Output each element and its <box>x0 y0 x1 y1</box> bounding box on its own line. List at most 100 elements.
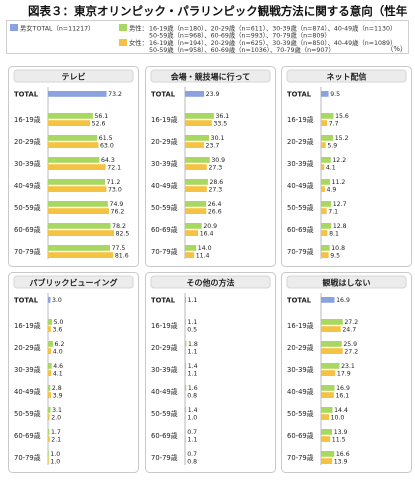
panel-title: 会場・競技場に行って <box>171 72 251 82</box>
data-label: 11.4 <box>196 252 210 259</box>
legend-male-label: 男性： <box>129 24 148 33</box>
data-label: 4.6 <box>53 363 63 370</box>
bar-女性 <box>321 252 329 258</box>
bar-男性 <box>321 223 332 229</box>
tick-label: 16-19歳 <box>14 115 41 124</box>
data-label: 77.5 <box>112 245 126 252</box>
bar-男性 <box>48 157 100 163</box>
tick-label: 70-79歳 <box>14 453 41 462</box>
tick-label: 30-39歳 <box>151 365 178 374</box>
tick-label: 16-19歳 <box>287 321 314 330</box>
data-label: 27.2 <box>344 319 358 326</box>
bar-女性 <box>185 436 186 442</box>
bar-女性 <box>321 186 325 192</box>
tick-label: 30-39歳 <box>151 159 178 168</box>
bar-男性 <box>321 179 330 185</box>
bar-女性 <box>48 120 91 126</box>
panel-title: その他の方法 <box>187 278 235 288</box>
tick-label: 50-59歳 <box>14 409 41 418</box>
data-label: 76.2 <box>111 208 125 215</box>
bar-男性 <box>321 451 335 457</box>
tick-label: 40-49歳 <box>287 181 314 190</box>
data-label: 27.3 <box>208 186 222 193</box>
tick-label: 20-29歳 <box>287 343 314 352</box>
data-label: 73.2 <box>108 91 122 98</box>
data-label: 2.0 <box>51 414 61 421</box>
data-label: 1.1 <box>187 319 197 326</box>
panel-header <box>286 275 407 289</box>
tick-label: 70-79歳 <box>287 247 314 256</box>
tick-label: 60-69歳 <box>14 225 41 234</box>
bar-男女TOTAL <box>185 91 205 97</box>
tick-label: 60-69歳 <box>151 225 178 234</box>
bar-女性 <box>48 348 52 354</box>
bar-男性 <box>48 135 98 141</box>
bar-女性 <box>185 414 186 420</box>
bar-女性 <box>185 120 212 126</box>
data-label: 1.1 <box>187 297 197 304</box>
data-label: 4.9 <box>327 186 337 193</box>
bar-男性 <box>321 363 340 369</box>
tick-label: 20-29歳 <box>151 343 178 352</box>
bar-女性 <box>321 348 343 354</box>
data-label: 16.9 <box>336 297 350 304</box>
data-label: 11.2 <box>332 179 346 186</box>
legend: 男女TOTAL（n=11217） 男性： 16-19歳（n=180）、20-29… <box>6 20 409 54</box>
bar-女性 <box>48 208 109 214</box>
bar-女性 <box>321 392 334 398</box>
tick-label: TOTAL <box>287 91 312 99</box>
unit-label: （%） <box>386 45 407 53</box>
bar-男性 <box>185 201 207 207</box>
data-label: 15.6 <box>335 113 349 120</box>
bar-女性 <box>321 142 326 148</box>
bar-女性 <box>48 142 99 148</box>
tick-label: 16-19歳 <box>287 115 314 124</box>
bar-女性 <box>321 370 336 376</box>
legend-female-label: 女性： <box>129 38 148 47</box>
data-label: 0.5 <box>187 326 197 333</box>
data-label: 4.0 <box>53 348 63 355</box>
tick-label: TOTAL <box>287 297 312 305</box>
data-label: 71.2 <box>107 179 121 186</box>
data-label: 24.7 <box>342 326 356 333</box>
bar-男性 <box>185 341 187 347</box>
panel-header <box>150 275 271 289</box>
bar-男性 <box>185 135 210 141</box>
tick-label: 20-29歳 <box>151 137 178 146</box>
panel-frame <box>281 66 412 267</box>
tick-label: 16-19歳 <box>151 115 178 124</box>
bar-男性 <box>48 407 51 413</box>
data-label: 27.2 <box>344 348 358 355</box>
tick-label: 70-79歳 <box>287 453 314 462</box>
data-label: 52.6 <box>92 120 106 127</box>
bar-女性 <box>48 414 50 420</box>
data-label: 0.7 <box>187 429 197 436</box>
data-label: 5.9 <box>327 142 337 149</box>
data-label: 1.6 <box>188 385 198 392</box>
panel-header <box>13 275 134 289</box>
tick-label: 50-59歳 <box>151 203 178 212</box>
data-label: 3.6 <box>52 326 62 333</box>
data-label: 78.2 <box>112 223 126 230</box>
bar-男性 <box>48 385 51 391</box>
data-label: 10.8 <box>331 245 345 252</box>
bar-女性 <box>48 186 107 192</box>
tick-label: 20-29歳 <box>287 137 314 146</box>
data-label: 1.4 <box>188 363 198 370</box>
bar-女性 <box>321 414 329 420</box>
legend-female-line1: 16-19歳（n=194）、20-29歳（n=625）、30-39歳（n=850… <box>149 38 396 47</box>
data-label: 26.6 <box>208 208 222 215</box>
data-label: 36.1 <box>215 113 229 120</box>
tick-label: 16-19歳 <box>151 321 178 330</box>
panel-header <box>13 69 134 83</box>
tick-label: 30-39歳 <box>14 365 41 374</box>
bar-男性 <box>48 201 108 207</box>
bar-男性 <box>321 429 333 435</box>
data-label: 13.9 <box>334 458 348 465</box>
bar-女性 <box>185 370 186 376</box>
panel-frame <box>145 66 276 267</box>
data-label: 26.4 <box>208 201 222 208</box>
bar-女性 <box>321 458 333 464</box>
tick-label: 30-39歳 <box>287 365 314 374</box>
tick-label: 50-59歳 <box>287 409 314 418</box>
